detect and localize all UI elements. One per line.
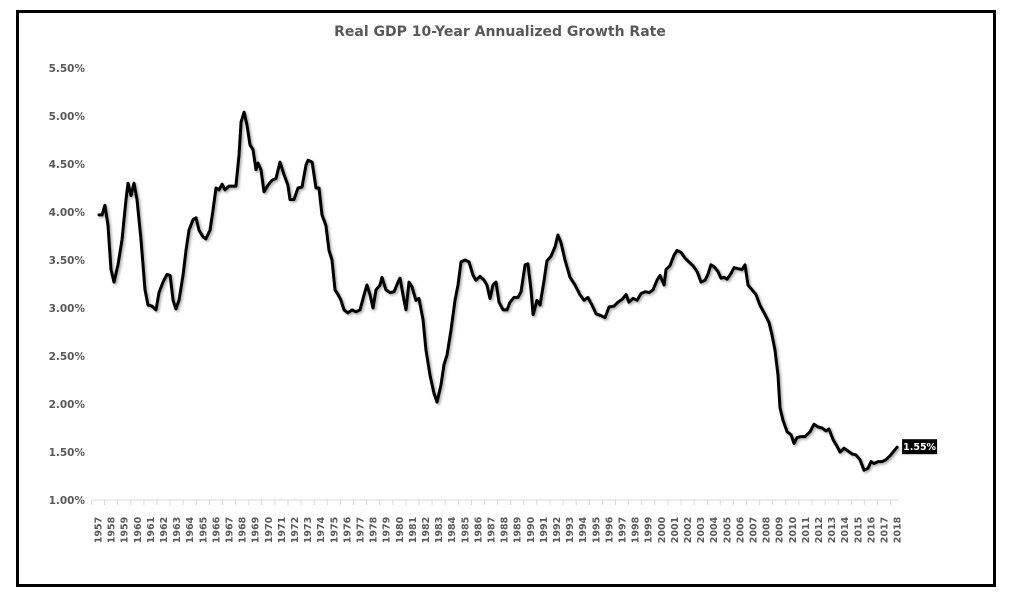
x-tick-label: 1981 xyxy=(408,517,419,543)
x-tick-label: 2017 xyxy=(880,517,891,543)
x-tick-label: 1996 xyxy=(604,516,615,543)
x-tick-label: 1979 xyxy=(382,517,393,543)
x-tick-label: 1997 xyxy=(618,517,629,543)
x-tick-label: 1977 xyxy=(356,517,367,543)
x-tick-label: 1988 xyxy=(500,516,511,543)
data-label: 1.55% xyxy=(903,442,936,453)
x-tick-label: 2016 xyxy=(866,516,877,543)
y-tick-label: 4.00% xyxy=(49,207,86,219)
x-tick-label: 2000 xyxy=(657,516,668,543)
x-tick-label: 2003 xyxy=(696,517,707,543)
x-tick-label: 2002 xyxy=(683,517,694,543)
x-tick-label: 1993 xyxy=(565,517,576,543)
x-tick-label: 1964 xyxy=(185,516,196,543)
x-tick-label: 2013 xyxy=(827,517,838,543)
x-tick-label: 1978 xyxy=(369,516,380,543)
x-tick-label: 1980 xyxy=(395,516,406,543)
chart-title: Real GDP 10-Year Annualized Growth Rate xyxy=(334,24,666,40)
x-tick-label: 1963 xyxy=(172,517,183,543)
y-tick-label: 4.50% xyxy=(49,159,86,171)
x-tick-label: 1962 xyxy=(159,517,170,543)
x-tick-label: 2004 xyxy=(709,516,720,543)
y-tick-label: 2.50% xyxy=(49,351,86,363)
x-tick-label: 1982 xyxy=(421,517,432,543)
x-tick-label: 2018 xyxy=(893,516,904,543)
x-tick-label: 1971 xyxy=(277,517,288,543)
x-tick-label: 1976 xyxy=(342,516,353,543)
x-tick-label: 1985 xyxy=(460,517,471,543)
x-tick-label: 1966 xyxy=(211,516,222,543)
x-tick-label: 1972 xyxy=(290,517,301,543)
x-tick-label: 1987 xyxy=(487,517,498,543)
x-tick-label: 1984 xyxy=(447,516,458,543)
y-tick-label: 2.00% xyxy=(49,399,86,411)
x-tick-label: 1992 xyxy=(552,517,563,543)
x-tick-label: 2001 xyxy=(670,517,681,543)
series-line xyxy=(97,110,899,472)
y-tick-label: 1.00% xyxy=(49,495,86,507)
x-tick-label: 1990 xyxy=(526,516,537,543)
x-tick-label: 2010 xyxy=(788,516,799,543)
x-tick-label: 1975 xyxy=(329,517,340,543)
x-tick-label: 1991 xyxy=(539,517,550,543)
x-tick-label: 2007 xyxy=(749,517,760,543)
x-tick-label: 1983 xyxy=(434,517,445,543)
chart-frame xyxy=(16,10,996,587)
y-tick-label: 5.50% xyxy=(49,63,86,75)
x-tick-label: 1969 xyxy=(251,517,262,543)
x-tick-label: 1995 xyxy=(591,517,602,543)
x-tick-label: 1961 xyxy=(146,517,157,543)
y-tick-label: 5.00% xyxy=(49,111,86,123)
x-tick-label: 2014 xyxy=(840,516,851,543)
y-axis: 1.00% 1.50% 2.00% 2.50% 3.00% 3.50% 4.00% 4.50%… xyxy=(49,63,86,507)
x-tick-label: 2009 xyxy=(775,517,786,543)
x-tick-label: 1973 xyxy=(303,517,314,543)
x-tick-label: 1958 xyxy=(107,516,118,543)
x-tick-label: 2011 xyxy=(801,517,812,543)
x-tick-label: 1965 xyxy=(198,517,209,543)
x-tick-label: 1960 xyxy=(133,516,144,543)
x-tick-label: 1998 xyxy=(631,516,642,543)
x-tick-label: 1989 xyxy=(513,517,524,543)
x-tick-label: 2015 xyxy=(853,517,864,543)
x-axis: 1957 1958 1959 1960 1961 1962 1963 1964 1965 1966… xyxy=(91,499,904,543)
x-tick-label: 1968 xyxy=(238,516,249,543)
y-tick-label: 3.50% xyxy=(49,255,86,267)
x-tick-label: 1970 xyxy=(264,516,275,543)
x-tick-label: 2005 xyxy=(722,517,733,543)
x-tick-label: 1959 xyxy=(120,517,131,543)
y-tick-label: 3.00% xyxy=(49,303,86,315)
plot-area: 1.55% xyxy=(97,110,938,472)
x-tick-label: 2006 xyxy=(735,516,746,543)
x-tick-label: 1974 xyxy=(316,516,327,543)
x-tick-label: 1994 xyxy=(578,516,589,543)
data-label-box xyxy=(902,439,938,455)
x-tick-label: 1957 xyxy=(94,517,105,543)
x-tick-label: 1967 xyxy=(225,517,236,543)
x-tick-label: 1999 xyxy=(644,517,655,543)
x-tick-label: 1986 xyxy=(473,516,484,543)
x-tick-label: 2008 xyxy=(762,516,773,543)
y-tick-label: 1.50% xyxy=(49,447,86,459)
x-tick-label: 2012 xyxy=(814,517,825,543)
